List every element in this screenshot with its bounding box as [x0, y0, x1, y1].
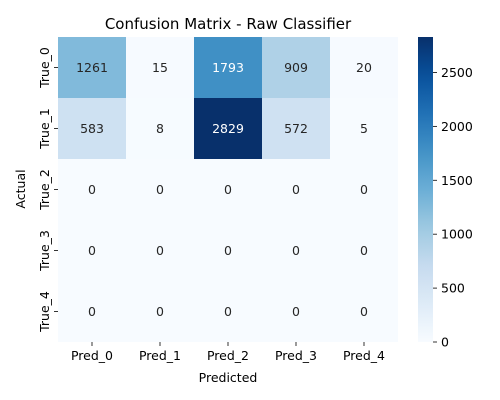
colorbar-tick-label: 1500: [441, 173, 473, 188]
heatmap-cell-label: 20: [356, 60, 372, 75]
heatmap-cell-label: 0: [88, 304, 96, 319]
heatmap-cell: [330, 220, 398, 281]
heatmap-cell-label: 909: [284, 60, 308, 75]
heatmap-cell: [126, 37, 194, 98]
x-tick-label: Pred_2: [207, 348, 249, 363]
heatmap-cell-label: 1261: [76, 60, 108, 75]
heatmap-cell: [194, 37, 262, 98]
heatmap-cell: [126, 220, 194, 281]
heatmap-cell: [262, 37, 330, 98]
heatmap-cell-label: 0: [360, 182, 368, 197]
heatmap-cell: [126, 281, 194, 342]
x-tick-label: Pred_4: [343, 348, 385, 363]
colorbar-tick-label: 1000: [441, 227, 473, 242]
y-tick-label: True_4: [37, 291, 52, 333]
heatmap-cell: [58, 281, 126, 342]
colorbar-ticks: 0 500 1000 1500 2000 2500: [433, 65, 473, 350]
y-tick-label: True_3: [37, 230, 52, 272]
heatmap-cell-label: 572: [284, 121, 308, 136]
heatmap-cell-label: 0: [292, 304, 300, 319]
heatmap-cell: [330, 281, 398, 342]
x-tick-label: Pred_3: [275, 348, 317, 363]
heatmap-cell: [262, 159, 330, 220]
colorbar: 0 500 1000 1500 2000 2500: [418, 37, 473, 350]
heatmap-cell-label: 0: [88, 182, 96, 197]
heatmap-cell-label: 0: [292, 182, 300, 197]
heatmap-cell: [262, 220, 330, 281]
heatmap-cell-labels: 1261 15 1793 909 20 583 8 2829 572 5 0 0 0 0 0 0 0 0 0 0 0 0 0…: [76, 60, 372, 319]
heatmap-cells: [58, 37, 398, 342]
x-axis-ticks: Pred_0 Pred_1 Pred_2 Pred_3 Pred_4: [71, 342, 385, 363]
x-tick-label: Pred_1: [139, 348, 181, 363]
colorbar-tick-label: 0: [441, 335, 449, 350]
heatmap-cell: [330, 159, 398, 220]
heatmap-cell: [58, 159, 126, 220]
heatmap-cell: [126, 159, 194, 220]
heatmap-cell-label: 8: [156, 121, 164, 136]
colorbar-tick-label: 2000: [441, 119, 473, 134]
heatmap-cell: [58, 37, 126, 98]
y-tick-label: True_2: [37, 169, 52, 211]
heatmap-cell: [58, 98, 126, 159]
y-tick-label: True_0: [37, 47, 52, 89]
heatmap-cell: [262, 281, 330, 342]
heatmap-cell: [262, 98, 330, 159]
heatmap-cell: [330, 98, 398, 159]
heatmap-cell: [58, 220, 126, 281]
heatmap-cell-label: 0: [156, 304, 164, 319]
heatmap-cell-label: 0: [156, 243, 164, 258]
heatmap-cell-label: 583: [80, 121, 104, 136]
heatmap-cell-label: 0: [360, 304, 368, 319]
heatmap-cell-label: 0: [88, 243, 96, 258]
heatmap-cell-label: 0: [156, 182, 164, 197]
heatmap-cell: [330, 37, 398, 98]
heatmap-cell-label: 0: [224, 304, 232, 319]
colorbar-gradient: [418, 37, 433, 342]
colorbar-tick-label: 2500: [441, 65, 473, 80]
heatmap-cell-label: 15: [152, 60, 168, 75]
heatmap-cell: [194, 98, 262, 159]
heatmap-cell-label: 0: [292, 243, 300, 258]
heatmap-cell: [194, 220, 262, 281]
chart-title: Confusion Matrix - Raw Classifier: [105, 15, 352, 33]
heatmap-cell-label: 0: [224, 182, 232, 197]
heatmap-cell-label: 0: [360, 243, 368, 258]
y-axis-ticks: True_0 True_1 True_2 True_3 True_4: [37, 47, 58, 333]
x-axis-label: Predicted: [199, 370, 258, 385]
colorbar-tick-label: 500: [441, 281, 465, 296]
y-tick-label: True_1: [37, 108, 52, 150]
heatmap-cell-label: 5: [360, 121, 368, 136]
heatmap-cell-label: 1793: [212, 60, 244, 75]
heatmap-cell: [194, 281, 262, 342]
heatmap-cell-label: 2829: [212, 121, 244, 136]
y-axis-label: Actual: [13, 169, 28, 208]
heatmap-cell: [126, 98, 194, 159]
x-tick-label: Pred_0: [71, 348, 113, 363]
heatmap-cell: [194, 159, 262, 220]
heatmap-cell-label: 0: [224, 243, 232, 258]
